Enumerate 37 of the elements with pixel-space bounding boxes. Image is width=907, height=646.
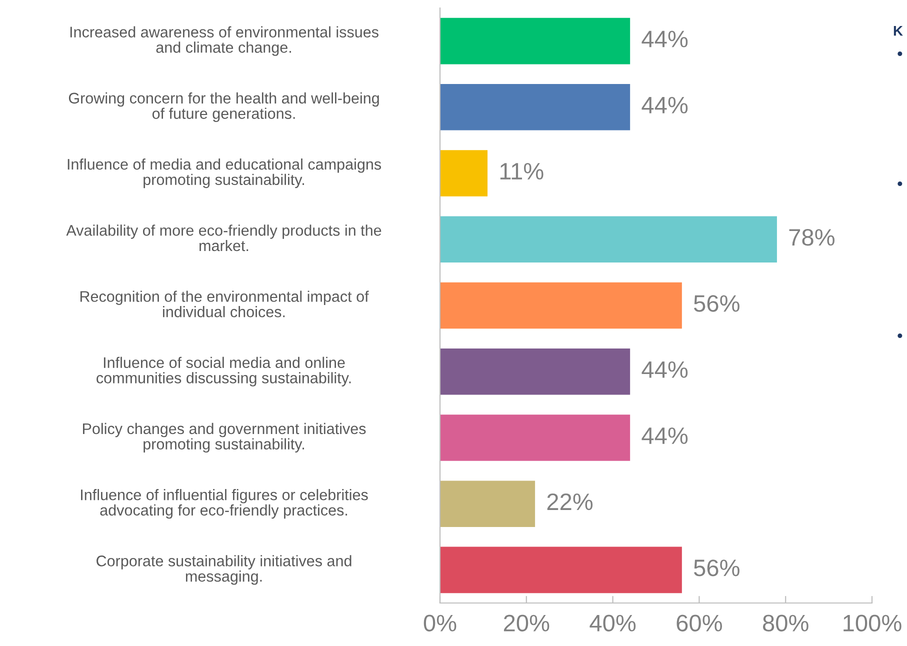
data-label: 78% [789,229,834,246]
y-tick-label: Influence of media and educational campaigns promoting sustainability. [68,158,382,188]
bar [440,348,630,395]
x-tick-label: 0% [424,614,456,632]
bar [440,18,630,64]
data-label: 11% [500,163,544,180]
x-tick-label: 100% [844,614,902,632]
bar [440,282,682,329]
data-label: 44% [642,361,688,378]
bar [440,414,630,461]
y-tick-label: Availability of more eco-friendly products in the market. [66,224,382,252]
bar [440,84,630,130]
data-label: 44% [642,30,688,48]
y-tick-label: Influence of influential figures or celebrities advocating for eco-friendly practices. [81,489,368,519]
data-label: 22% [547,493,593,510]
text: • [898,182,902,186]
data-label: 44% [642,96,688,114]
text: • [898,52,902,56]
y-tick-label: Policy changes and government initiatives promoting sustainability. [83,422,366,453]
y-tick-label: Growing concern for the health and well-being of future generations. [68,92,379,122]
y-tick-label: Recognition of the environmental impact of individual choices. [80,290,369,318]
bar [440,216,777,263]
x-tick-label: 60% [676,614,722,632]
bar [440,150,488,196]
x-tick-label: 80% [763,614,808,632]
x-tick-label: 20% [504,614,550,632]
bar [440,480,536,527]
y-tick-label: Influence of social media and online communities discussing sustainability. [96,356,351,386]
y-tick-label: Corporate sustainability initiatives and messaging. [96,555,352,585]
data-label: 56% [694,560,740,576]
text: • [898,334,902,338]
y-tick-label: Increased awareness of environmental issues and climate change. [70,26,378,56]
data-label: 44% [642,427,688,444]
data-label: 56% [694,295,740,312]
x-tick-label: 40% [590,614,636,632]
bar [440,546,682,594]
text: K [894,26,903,36]
